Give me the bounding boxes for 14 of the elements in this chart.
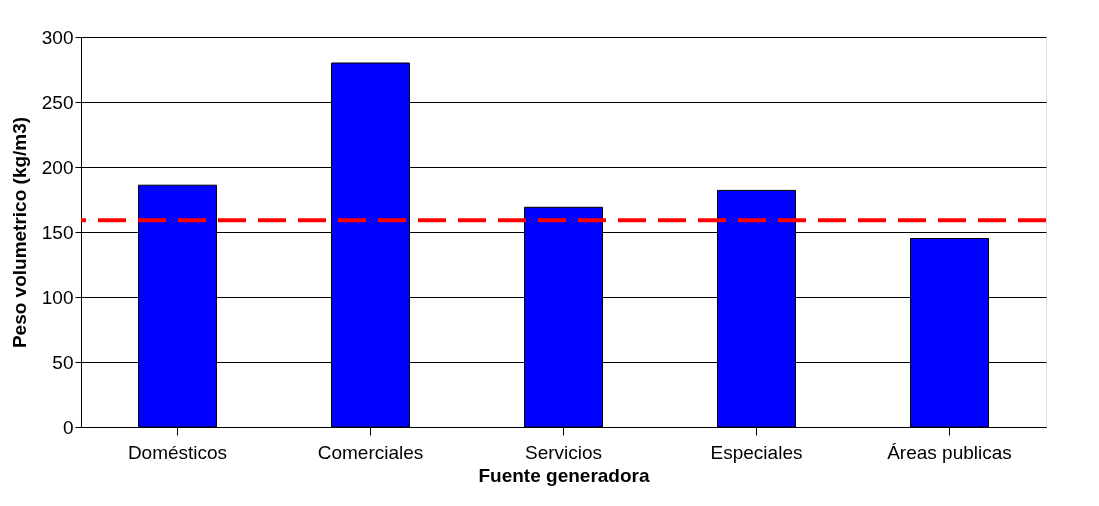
y-tick-label: 0 [62,416,74,438]
x-tick-label: Comerciales [317,441,424,463]
x-tick-label: Especiales [710,441,803,463]
y-tick-label: 100 [41,286,74,308]
x-tick-label: Servicios [524,441,603,463]
y-tick-label: 150 [41,221,74,243]
y-tick-label: 200 [41,156,74,178]
y-tick-label: 250 [41,91,74,113]
x-axis-title: Fuente generadora [478,464,650,486]
y-tick-label: 50 [52,351,74,373]
x-tick-label: Áreas publicas [887,441,1012,463]
y-tick-label: 300 [41,26,74,48]
y-axis-title: Peso volumetrico (kg/m3) [8,116,30,349]
x-tick-label: Domésticos [127,441,228,463]
